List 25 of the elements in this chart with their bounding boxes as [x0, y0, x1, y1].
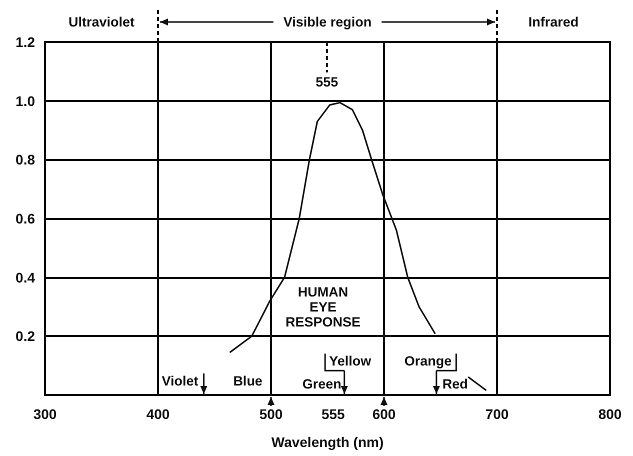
annotation: Yellow — [329, 354, 372, 369]
y-tick-label: 1.0 — [16, 92, 36, 109]
y-tick-label: 0.2 — [16, 328, 36, 344]
y-tick-label: 0.8 — [16, 152, 36, 168]
x-tick-label: 400 — [146, 406, 170, 422]
annotation: Orange — [404, 354, 452, 369]
x-axis-title: Wavelength (nm) — [271, 434, 384, 450]
x-tick-label: 555 — [321, 406, 346, 422]
annotation: Green — [302, 376, 342, 392]
text: Visible region — [283, 14, 372, 30]
x-tick-label: 500 — [259, 406, 283, 422]
x-tick-label: 600 — [372, 406, 396, 422]
y-tick-label: 0.4 — [16, 269, 36, 286]
annotation: Violet — [162, 373, 199, 388]
text: Ultraviolet — [68, 14, 136, 30]
x-tick-label: 300 — [33, 406, 57, 422]
x-tick-label: 700 — [485, 406, 509, 422]
y-tick-label: 0.6 — [16, 210, 36, 226]
y-tick-label: 1.2 — [16, 34, 36, 50]
text: Infrared — [528, 14, 579, 30]
annotation: Red — [442, 376, 468, 392]
annotation: 555 — [316, 74, 339, 90]
annotation: Blue — [233, 373, 263, 388]
annotation: HUMAN EYE RESPONSE — [285, 284, 360, 330]
x-tick-label: 800 — [598, 406, 622, 422]
